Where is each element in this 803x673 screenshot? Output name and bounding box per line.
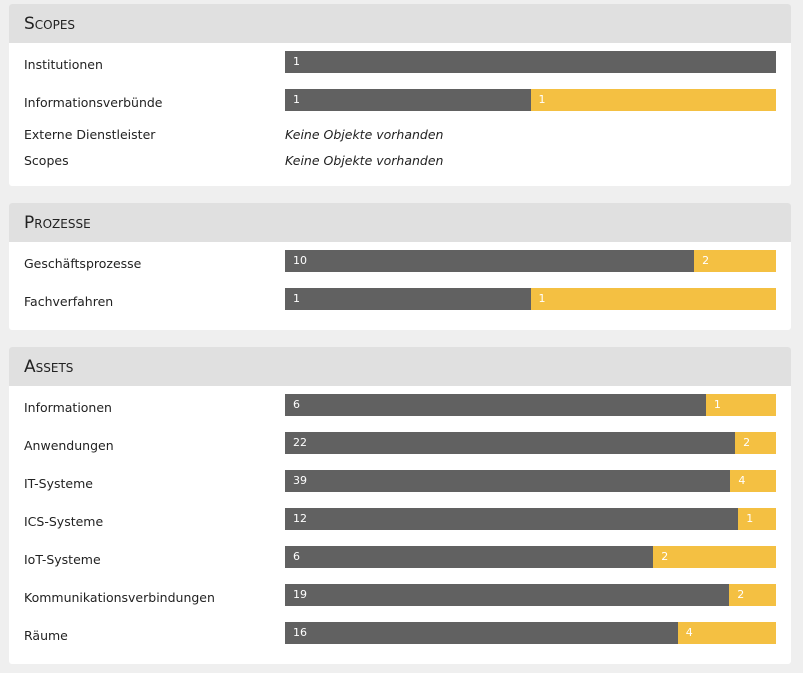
bar-segment: 4 — [730, 470, 776, 492]
bar-segment: 6 — [285, 394, 706, 416]
segment-count: 2 — [702, 254, 710, 267]
section-card: Scopes Institutionen 1 Informationsverbünde… — [9, 4, 791, 186]
row: Anwendungen 22 2 — [9, 424, 791, 462]
empty-note: Keine Objekte vorhanden — [285, 153, 444, 168]
bar-segment: 1 — [530, 89, 776, 111]
segment-count: 1 — [746, 512, 754, 525]
segment-count: 4 — [685, 626, 693, 639]
row: IT-Systeme 39 4 — [9, 462, 791, 500]
row-label: Anwendungen — [24, 438, 114, 453]
stacked-bar: 39 4 — [285, 470, 776, 492]
row-label: Institutionen — [24, 57, 103, 72]
bar-segment: 1 — [285, 51, 776, 73]
section-card: Assets Informationen 6 1 Anwendungen 22 2 IT-Sy… — [9, 347, 791, 664]
segment-count: 22 — [293, 436, 307, 449]
bar-segment: 1 — [285, 89, 531, 111]
segment-count: 1 — [713, 398, 721, 411]
segment-count: 1 — [538, 292, 546, 305]
row-label: Geschäftsprozesse — [24, 256, 142, 271]
row: Externe Dienstleister Keine Objekte vorha… — [9, 122, 791, 148]
bar-segment: 16 — [285, 622, 678, 644]
section-card: Prozesse Geschäftsprozesse 10 2 Fachverfahre… — [9, 203, 791, 330]
bar-segment: 2 — [694, 250, 776, 272]
bar-segment: 1 — [530, 288, 776, 310]
row-label: Kommunikationsverbindungen — [24, 590, 215, 605]
segment-count: 1 — [293, 292, 300, 305]
bar-segment: 19 — [285, 584, 730, 606]
bar-segment: 6 — [285, 546, 654, 568]
section-body: Informationen 6 1 Anwendungen 22 2 IT-Systeme 3… — [9, 386, 791, 664]
row-label: Fachverfahren — [24, 294, 114, 309]
row-label: Räume — [24, 628, 68, 643]
section-body: Institutionen 1 Informationsverbünde 1 1 Exte… — [9, 43, 791, 186]
row-label: Informationen — [24, 400, 112, 415]
section-title: Prozesse — [9, 203, 791, 242]
segment-count: 1 — [538, 93, 546, 106]
stacked-bar: 22 2 — [285, 432, 776, 454]
bar-segment: 4 — [677, 622, 776, 644]
row: Geschäftsprozesse 10 2 — [9, 242, 791, 280]
bar-segment: 2 — [735, 432, 776, 454]
stacked-bar: 19 2 — [285, 584, 776, 606]
row-label: IoT-Systeme — [24, 552, 101, 567]
row: IoT-Systeme 6 2 — [9, 538, 791, 576]
bar-segment: 1 — [285, 288, 531, 310]
stacked-bar: 1 — [285, 51, 776, 73]
segment-count: 2 — [743, 436, 751, 449]
bar-segment: 12 — [285, 508, 739, 530]
row: ICS-Systeme 12 1 — [9, 500, 791, 538]
row: Räume 16 4 — [9, 614, 791, 652]
segment-count: 4 — [738, 474, 746, 487]
row-label: Scopes — [24, 153, 69, 168]
segment-count: 16 — [293, 626, 307, 639]
row: Informationsverbünde 1 1 — [9, 81, 791, 119]
bar-segment: 2 — [653, 546, 776, 568]
bar-segment: 39 — [285, 470, 731, 492]
bar-segment: 22 — [285, 432, 736, 454]
row: Institutionen 1 — [9, 43, 791, 81]
row-label: Externe Dienstleister — [24, 127, 156, 142]
segment-count: 10 — [293, 254, 307, 267]
row-label: ICS-Systeme — [24, 514, 104, 529]
segment-count: 39 — [293, 474, 307, 487]
bar-segment: 1 — [738, 508, 776, 530]
section-body: Geschäftsprozesse 10 2 Fachverfahren 1 1 — [9, 242, 791, 330]
row-label: IT-Systeme — [24, 476, 93, 491]
segment-count: 19 — [293, 588, 307, 601]
segment-count: 6 — [293, 398, 300, 411]
row: Scopes Keine Objekte vorhanden — [9, 148, 791, 174]
segment-count: 12 — [293, 512, 307, 525]
section-title: Assets — [9, 347, 791, 386]
segment-count: 6 — [293, 550, 300, 563]
bar-segment: 1 — [705, 394, 776, 416]
row: Informationen 6 1 — [9, 386, 791, 424]
empty-note: Keine Objekte vorhanden — [285, 127, 444, 142]
bar-segment: 10 — [285, 250, 695, 272]
stacked-bar: 12 1 — [285, 508, 776, 530]
segment-count: 2 — [661, 550, 669, 563]
row: Fachverfahren 1 1 — [9, 280, 791, 318]
segment-count: 1 — [293, 93, 300, 106]
segment-count: 2 — [737, 588, 745, 601]
row: Kommunikationsverbindungen 19 2 — [9, 576, 791, 614]
stacked-bar: 16 4 — [285, 622, 776, 644]
segment-count: 1 — [293, 55, 300, 68]
bar-segment: 2 — [729, 584, 776, 606]
section-title: Scopes — [9, 4, 791, 43]
stacked-bar: 10 2 — [285, 250, 776, 272]
row-label: Informationsverbünde — [24, 95, 163, 110]
